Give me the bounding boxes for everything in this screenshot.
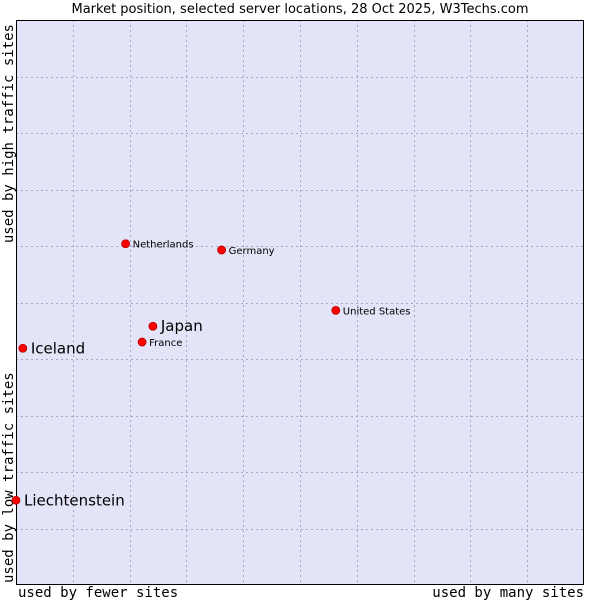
grid-lines [16, 20, 584, 585]
x-axis-label-left: used by fewer sites [18, 585, 178, 600]
point-label-united-states: United States [343, 306, 411, 317]
y-axis-label-top: used by high traffic sites [1, 24, 17, 243]
data-points: Netherlands Germany United States Japan Fran… [11, 239, 411, 509]
point-marker-iceland [18, 343, 28, 353]
chart-title: Market position, selected server locatio… [71, 2, 529, 17]
point-marker-france [137, 337, 147, 347]
point-marker-liechtenstein [11, 495, 21, 505]
point-label-netherlands: Netherlands [133, 240, 194, 251]
point-label-france: France [149, 338, 182, 349]
y-axis-label-bottom: used by low traffic sites [1, 372, 17, 583]
plot-border [16, 20, 584, 585]
point-marker-japan [148, 321, 158, 331]
point-marker-united-states [331, 306, 341, 315]
point-label-germany: Germany [229, 246, 275, 257]
point-label-liechtenstein: Liechtenstein [24, 491, 125, 509]
point-label-iceland: Iceland [31, 339, 85, 357]
point-marker-germany [217, 245, 227, 255]
x-axis-label-right: used by many sites [432, 585, 584, 600]
point-label-japan: Japan [160, 317, 203, 335]
point-marker-netherlands [121, 239, 131, 249]
